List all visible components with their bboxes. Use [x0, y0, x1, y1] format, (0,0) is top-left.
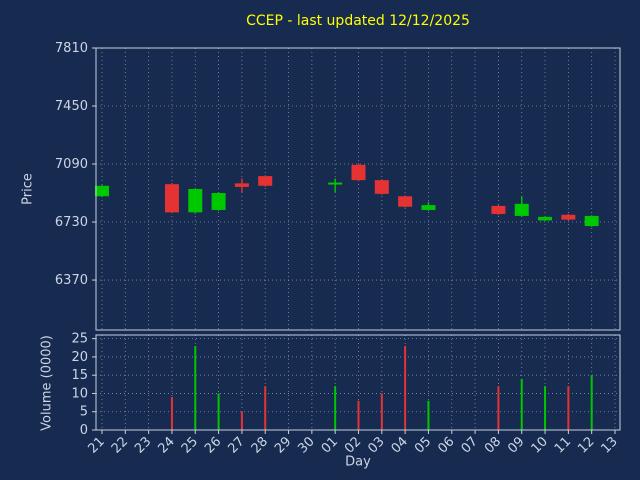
candle-body	[211, 193, 226, 210]
volume-tick-label: 20	[71, 350, 88, 365]
candle-body	[164, 184, 179, 213]
candlesticks	[95, 163, 599, 227]
candle-body	[584, 215, 599, 227]
candle-body	[491, 205, 506, 214]
candle-body	[398, 196, 413, 207]
candle-body	[351, 164, 366, 181]
volume-bar	[427, 400, 430, 430]
volume-bar	[380, 393, 383, 430]
volume-tick-label: 25	[71, 332, 88, 347]
volume-bar	[217, 393, 220, 430]
chart-title: CCEP - last updated 12/12/2025	[246, 13, 470, 29]
volume-axis-label: Volume (0000)	[39, 335, 55, 431]
volume-tick-label: 0	[80, 423, 88, 438]
x-axis-label: Day	[345, 454, 371, 470]
candle-body	[421, 205, 436, 210]
volume-bar	[544, 386, 547, 430]
volume-tick-label: 5	[80, 405, 88, 420]
candle-body	[95, 185, 109, 197]
candle-body	[514, 203, 529, 216]
candle-body	[561, 214, 576, 220]
candle-body	[538, 216, 553, 221]
volume-bar	[194, 345, 197, 430]
candle-body	[234, 183, 249, 187]
volume-bar	[497, 386, 500, 430]
volume-bar	[520, 378, 523, 430]
price-axis-label: Price	[20, 173, 36, 205]
volume-bars	[170, 345, 593, 430]
price-tick-label: 7810	[55, 41, 88, 56]
candle-body	[188, 189, 203, 213]
candle-body	[374, 180, 389, 194]
price-tick-label: 7450	[55, 99, 88, 114]
volume-bar	[357, 400, 360, 430]
volume-bar	[404, 345, 407, 430]
volume-bar	[590, 375, 593, 430]
volume-bar	[567, 386, 570, 430]
price-tick-label: 7090	[55, 157, 88, 172]
candle-body	[258, 176, 273, 186]
price-tick-label: 6370	[55, 273, 88, 288]
candle-body	[328, 182, 343, 185]
price-tick-label: 6730	[55, 215, 88, 230]
volume-bar	[170, 397, 173, 430]
volume-bar	[264, 386, 267, 430]
volume-bar	[240, 411, 243, 430]
volume-bar	[334, 386, 337, 430]
volume-tick-label: 15	[71, 368, 88, 383]
volume-tick-label: 10	[71, 386, 88, 401]
